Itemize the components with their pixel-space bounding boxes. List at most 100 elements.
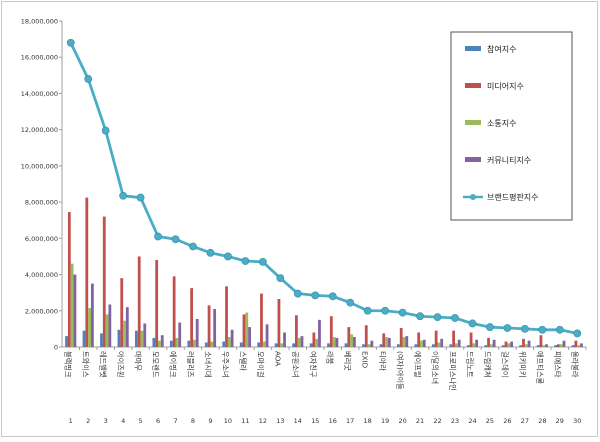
line-point-19 bbox=[398, 308, 407, 317]
y-tick-label: 14,000,000 bbox=[21, 90, 58, 98]
y-tick-label: 8,000,000 bbox=[25, 199, 58, 207]
bar-0-24 bbox=[484, 345, 488, 347]
bar-3-9 bbox=[230, 329, 234, 347]
bar-2-24 bbox=[489, 344, 493, 347]
x-category-label: 올라불라 bbox=[570, 351, 579, 378]
bar-3-27 bbox=[545, 344, 548, 347]
bar-2-9 bbox=[227, 337, 231, 347]
bar-0-18 bbox=[379, 344, 383, 347]
bar-0-2 bbox=[100, 333, 103, 347]
x-category-label: 드림노트 bbox=[465, 351, 474, 378]
bar-3-25 bbox=[510, 341, 513, 347]
bar-0-16 bbox=[344, 343, 348, 347]
bar-3-13 bbox=[300, 336, 304, 347]
legend-line-marker bbox=[470, 194, 476, 200]
x-rank-label: 12 bbox=[259, 417, 267, 425]
bar-2-12 bbox=[280, 343, 284, 347]
legend-swatch bbox=[465, 83, 481, 88]
x-rank-label: 29 bbox=[556, 417, 564, 425]
bar-2-10 bbox=[245, 312, 249, 347]
bar-3-19 bbox=[405, 336, 409, 347]
bar-2-3 bbox=[123, 320, 126, 347]
bar-3-5 bbox=[160, 335, 164, 347]
bar-1-16 bbox=[347, 327, 351, 347]
bar-3-10 bbox=[248, 327, 251, 347]
line-point-3 bbox=[119, 191, 128, 200]
x-rank-label: 2 bbox=[86, 417, 90, 425]
bar-3-20 bbox=[422, 339, 426, 347]
x-rank-label: 17 bbox=[346, 417, 354, 425]
bar-0-11 bbox=[257, 342, 261, 347]
line-point-25 bbox=[503, 324, 512, 332]
x-rank-label: 24 bbox=[468, 417, 476, 425]
legend-swatch bbox=[465, 120, 481, 125]
bar-0-10 bbox=[239, 342, 243, 347]
bar-1-5 bbox=[155, 260, 159, 347]
bar-0-15 bbox=[327, 343, 330, 347]
x-rank-label: 21 bbox=[416, 417, 424, 425]
line-point-22 bbox=[451, 314, 459, 322]
bar-2-6 bbox=[175, 337, 179, 347]
bar-1-24 bbox=[487, 337, 490, 347]
x-rank-label: 5 bbox=[139, 417, 143, 425]
x-rank-label: 3 bbox=[104, 417, 108, 425]
bar-3-11 bbox=[265, 324, 269, 347]
x-category-label: 에이핑크 bbox=[169, 351, 178, 378]
bar-3-28 bbox=[562, 340, 566, 347]
line-point-8 bbox=[206, 248, 215, 257]
line-point-16 bbox=[346, 298, 355, 307]
bar-1-10 bbox=[242, 314, 246, 347]
y-axis: 0 2,000,000 4,000,000 6,000,000 8,000,000 10,… bbox=[21, 18, 63, 352]
line-point-15 bbox=[328, 292, 337, 301]
x-rank-label: 1 bbox=[69, 417, 73, 425]
line-point-6 bbox=[171, 235, 180, 244]
x-category-label: 오마이걸 bbox=[256, 351, 265, 377]
x-rank-label: 14 bbox=[294, 417, 302, 425]
x-rank-label: 26 bbox=[503, 417, 511, 425]
bar-0-29 bbox=[571, 345, 575, 347]
bar-0-25 bbox=[501, 345, 505, 347]
bar-3-7 bbox=[195, 318, 199, 347]
x-category-label: 스텔라 bbox=[238, 351, 247, 371]
line-point-11 bbox=[258, 257, 267, 266]
bar-2-17 bbox=[367, 344, 371, 347]
bar-2-28 bbox=[559, 344, 563, 347]
line-point-0 bbox=[66, 38, 75, 47]
bar-3-0 bbox=[73, 274, 77, 347]
x-rank-label: 16 bbox=[329, 417, 337, 425]
x-rank-label: 9 bbox=[208, 417, 212, 425]
bar-1-23 bbox=[469, 332, 473, 347]
x-rank-label: 15 bbox=[311, 417, 319, 425]
line-point-13 bbox=[293, 289, 302, 298]
line-point-10 bbox=[241, 257, 250, 265]
bar-3-17 bbox=[370, 340, 374, 347]
x-rank-label: 10 bbox=[224, 417, 232, 425]
bar-0-5 bbox=[152, 337, 156, 347]
bar-1-8 bbox=[207, 305, 211, 347]
bar-2-2 bbox=[105, 314, 109, 347]
x-category-label: 소녀시대 bbox=[203, 351, 212, 377]
bar-2-7 bbox=[193, 339, 196, 347]
bar-3-18 bbox=[387, 337, 391, 347]
bar-0-4 bbox=[135, 330, 138, 347]
line-point-1 bbox=[84, 75, 93, 83]
x-category-label: 프로미스나인 bbox=[448, 351, 457, 391]
bar-1-20 bbox=[417, 332, 421, 347]
bar-1-1 bbox=[85, 197, 89, 347]
x-rank-label: 27 bbox=[521, 417, 529, 425]
bar-2-22 bbox=[455, 343, 458, 347]
bar-2-13 bbox=[297, 337, 301, 347]
line-point-21 bbox=[433, 313, 442, 322]
bar-0-13 bbox=[292, 343, 296, 347]
legend-box bbox=[450, 31, 573, 221]
x-category-label: 레드벨벳 bbox=[99, 351, 108, 378]
bar-0-28 bbox=[554, 345, 558, 347]
bar-0-17 bbox=[362, 344, 365, 347]
bar-0-23 bbox=[466, 345, 470, 347]
bar-3-22 bbox=[457, 339, 461, 347]
y-tick-label: 12,000,000 bbox=[21, 126, 58, 134]
line-point-2 bbox=[101, 126, 110, 135]
bar-1-28 bbox=[557, 344, 560, 347]
bar-1-19 bbox=[399, 327, 403, 347]
